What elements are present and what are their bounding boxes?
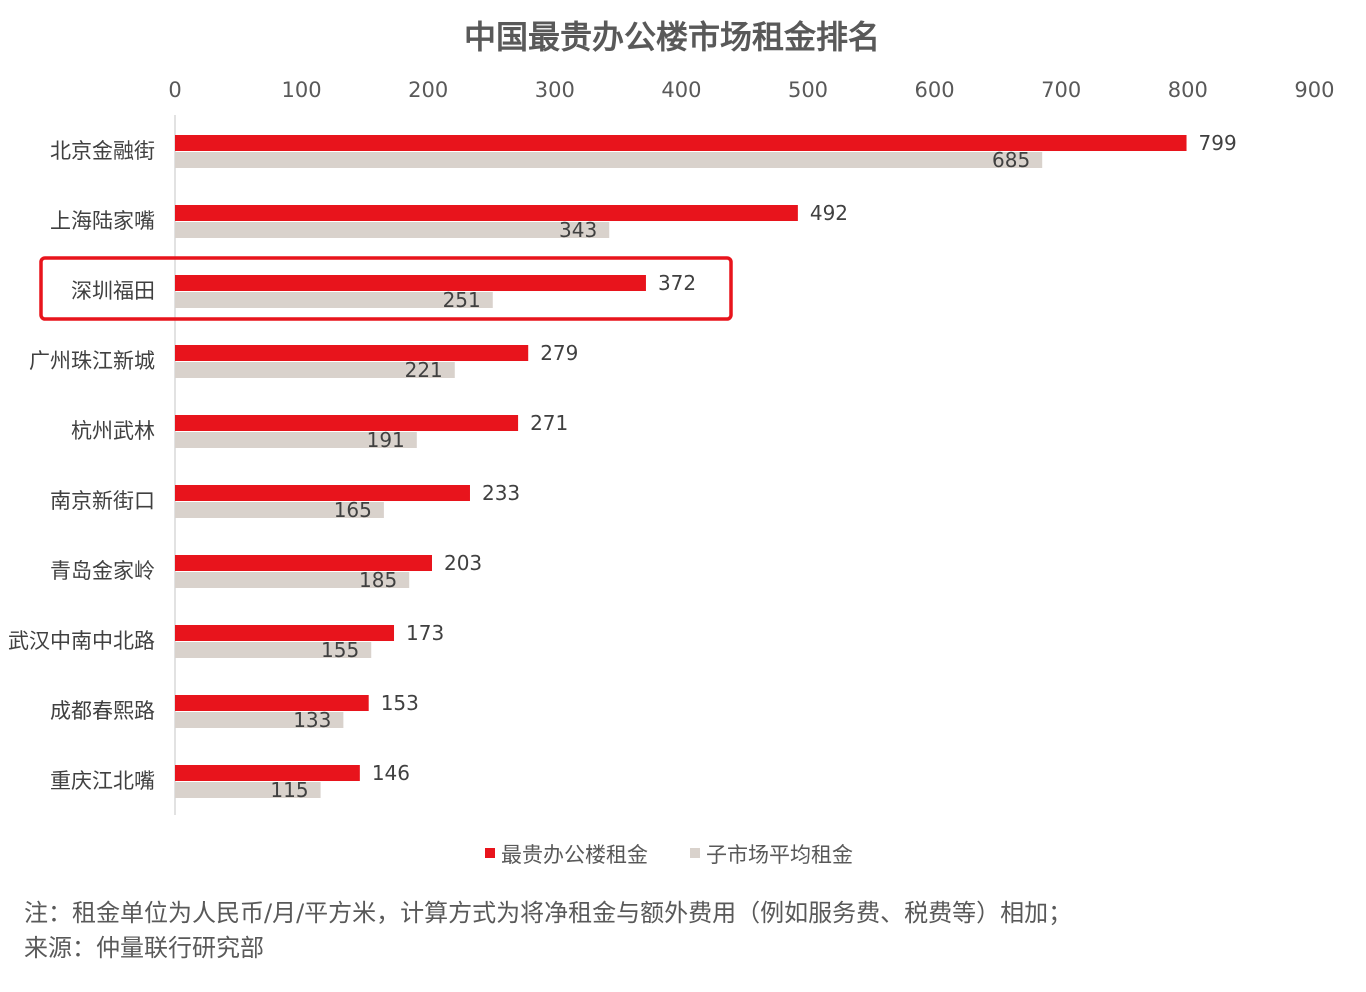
chart-title: 中国最贵办公楼市场租金排名 bbox=[464, 18, 880, 56]
x-tick-label: 0 bbox=[168, 78, 181, 102]
source-text: 来源：仲量联行研究部 bbox=[24, 934, 264, 962]
highlight-box bbox=[39, 256, 733, 321]
legend-label: 子市场平均租金 bbox=[706, 843, 853, 867]
category-label: 北京金融街 bbox=[50, 139, 155, 163]
bar-average bbox=[175, 432, 417, 448]
data-label-most-expensive: 279 bbox=[540, 341, 578, 365]
bar-average bbox=[175, 152, 1043, 168]
bar-most-expensive bbox=[175, 415, 519, 431]
x-tick-label: 200 bbox=[408, 78, 448, 102]
category-label: 重庆江北嘴 bbox=[50, 769, 155, 793]
bar-average bbox=[175, 292, 493, 308]
bar-average bbox=[175, 572, 410, 588]
legend-label: 最贵办公楼租金 bbox=[501, 843, 648, 867]
bar-average bbox=[175, 642, 372, 658]
category-label: 深圳福田 bbox=[71, 279, 155, 303]
bar-most-expensive bbox=[175, 345, 529, 361]
data-label-average: 133 bbox=[293, 708, 331, 732]
bar-average bbox=[175, 712, 344, 728]
legend-swatch bbox=[690, 848, 700, 858]
bar-rows: 北京金融街 799 685 上海陆家嘴 492 343 深圳福田 372 251 广州珠江新城 27… bbox=[8, 131, 1237, 802]
bar-average bbox=[175, 502, 384, 518]
bar-most-expensive bbox=[175, 485, 470, 501]
category-label: 上海陆家嘴 bbox=[50, 209, 155, 233]
category-label: 成都春熙路 bbox=[50, 699, 155, 723]
data-label-average: 221 bbox=[405, 358, 443, 382]
category-label: 广州珠江新城 bbox=[29, 349, 155, 373]
x-tick-label: 300 bbox=[535, 78, 575, 102]
x-axis-ticks: 0 100 200 300 400 500 600 700 800 900 bbox=[168, 78, 1334, 102]
bar-most-expensive bbox=[175, 695, 369, 711]
bar-most-expensive bbox=[175, 275, 646, 291]
x-tick-label: 400 bbox=[661, 78, 701, 102]
data-label-most-expensive: 372 bbox=[658, 271, 696, 295]
legend: 最贵办公楼租金 子市场平均租金 bbox=[485, 843, 853, 867]
data-label-most-expensive: 173 bbox=[406, 621, 444, 645]
x-tick-label: 900 bbox=[1294, 78, 1334, 102]
x-tick-label: 100 bbox=[282, 78, 322, 102]
bar-average bbox=[175, 782, 321, 798]
category-label: 青岛金家岭 bbox=[50, 559, 155, 583]
data-label-average: 165 bbox=[334, 498, 372, 522]
data-label-most-expensive: 146 bbox=[372, 761, 410, 785]
note-text: 注：租金单位为人民币/月/平方米，计算方式为将净租金与额外费用（例如服务费、税费… bbox=[24, 899, 1073, 927]
data-label-average: 185 bbox=[359, 568, 397, 592]
bar-most-expensive bbox=[175, 555, 432, 571]
x-tick-label: 500 bbox=[788, 78, 828, 102]
category-label: 武汉中南中北路 bbox=[8, 629, 155, 653]
data-label-average: 155 bbox=[321, 638, 359, 662]
bar-most-expensive bbox=[175, 765, 360, 781]
data-label-average: 115 bbox=[270, 778, 308, 802]
data-label-average: 343 bbox=[559, 218, 597, 242]
data-label-most-expensive: 203 bbox=[444, 551, 482, 575]
category-label: 南京新街口 bbox=[50, 489, 155, 513]
data-label-most-expensive: 492 bbox=[810, 201, 848, 225]
chart: 中国最贵办公楼市场租金排名 0 100 200 300 400 500 600 700 800 9… bbox=[8, 18, 1334, 867]
bar-most-expensive bbox=[175, 205, 798, 221]
data-label-most-expensive: 271 bbox=[530, 411, 568, 435]
data-label-average: 191 bbox=[367, 428, 405, 452]
x-tick-label: 600 bbox=[915, 78, 955, 102]
x-tick-label: 700 bbox=[1041, 78, 1081, 102]
bar-average bbox=[175, 362, 455, 378]
bar-most-expensive bbox=[175, 135, 1187, 151]
bar-average bbox=[175, 222, 610, 238]
x-tick-label: 800 bbox=[1168, 78, 1208, 102]
data-label-most-expensive: 799 bbox=[1199, 131, 1237, 155]
legend-swatch bbox=[485, 848, 495, 858]
bar-most-expensive bbox=[175, 625, 395, 641]
data-label-average: 685 bbox=[992, 148, 1030, 172]
data-label-average: 251 bbox=[443, 288, 481, 312]
data-label-most-expensive: 233 bbox=[482, 481, 520, 505]
data-label-most-expensive: 153 bbox=[381, 691, 419, 715]
category-label: 杭州武林 bbox=[71, 419, 155, 443]
